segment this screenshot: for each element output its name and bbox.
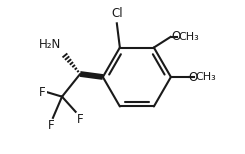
Text: F: F (77, 113, 84, 126)
Text: F: F (39, 86, 45, 99)
Text: O: O (188, 71, 197, 83)
Text: F: F (48, 119, 55, 132)
Text: O: O (171, 30, 181, 43)
Text: CH₃: CH₃ (178, 32, 199, 42)
Text: Cl: Cl (111, 7, 123, 20)
Text: H₂N: H₂N (39, 38, 61, 51)
Text: CH₃: CH₃ (196, 72, 216, 82)
